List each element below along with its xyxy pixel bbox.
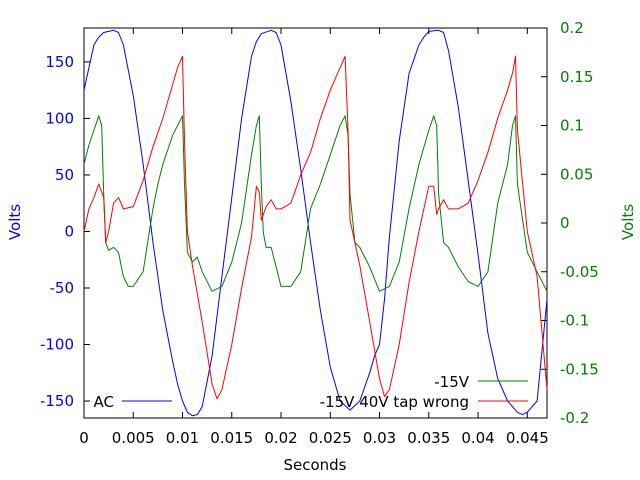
legend: AC -15V -15V 40V tap wrong	[94, 373, 528, 411]
y-left-tick-label: 50	[55, 166, 74, 184]
y-left-tick-label: 100	[45, 109, 74, 127]
y-left-tick-label: -100	[40, 336, 74, 354]
x-tick-label: 0.03	[363, 429, 396, 447]
plot-frame	[83, 27, 548, 419]
left-axis-ticks: 150 100 50 0 -50 -100 -150	[40, 53, 90, 410]
x-tick-label: 0.015	[210, 429, 253, 447]
series-layer	[83, 29, 548, 417]
plot-area	[83, 27, 548, 419]
x-tick-label: 0.035	[407, 429, 450, 447]
x-axis-label: Seconds	[283, 456, 346, 474]
x-tick-label: 0.04	[461, 429, 494, 447]
y-left-tick-label: -50	[50, 279, 75, 297]
y-right-tick-label: -0.15	[560, 360, 599, 378]
x-tick-label: 0	[79, 429, 89, 447]
series-line-2	[83, 115, 548, 292]
y-right-tick-label: 0.1	[560, 117, 584, 135]
legend-label-1: AC	[94, 393, 114, 411]
series-line-3	[83, 55, 548, 400]
y-right-tick-label: 0.2	[560, 19, 584, 37]
y-axis-label-left: Volts	[6, 204, 24, 240]
y-left-tick-label: 150	[45, 53, 74, 71]
y-right-tick-label: -0.2	[560, 409, 589, 427]
series-line-1	[83, 29, 548, 417]
y-right-tick-label: -0.1	[560, 312, 589, 330]
legend-label-3: -15V 40V tap wrong	[320, 393, 469, 411]
x-tick-label: 0.025	[309, 429, 352, 447]
y-right-tick-label: 0	[560, 214, 570, 232]
y-axis-label-right: Volts	[619, 204, 637, 240]
legend-label-2: -15V	[434, 373, 469, 391]
y-right-tick-label: 0.05	[560, 165, 593, 183]
y-right-tick-label: -0.05	[560, 263, 599, 281]
y-left-tick-label: -150	[40, 392, 74, 410]
right-axis-ticks: 0.2 0.15 0.1 0.05 0 -0.05 -0.1 -0.15 -0.2	[541, 19, 599, 427]
y-left-tick-label: 0	[64, 222, 74, 240]
x-axis-ticks: 0 0.005 0.01 0.015 0.02 0.025 0.03 0.035 0.04 0.0…	[79, 28, 549, 447]
x-tick-label: 0.005	[112, 429, 155, 447]
x-tick-label: 0.045	[506, 429, 549, 447]
x-tick-label: 0.02	[264, 429, 297, 447]
x-tick-label: 0.01	[166, 429, 199, 447]
y-right-tick-label: 0.15	[560, 68, 593, 86]
